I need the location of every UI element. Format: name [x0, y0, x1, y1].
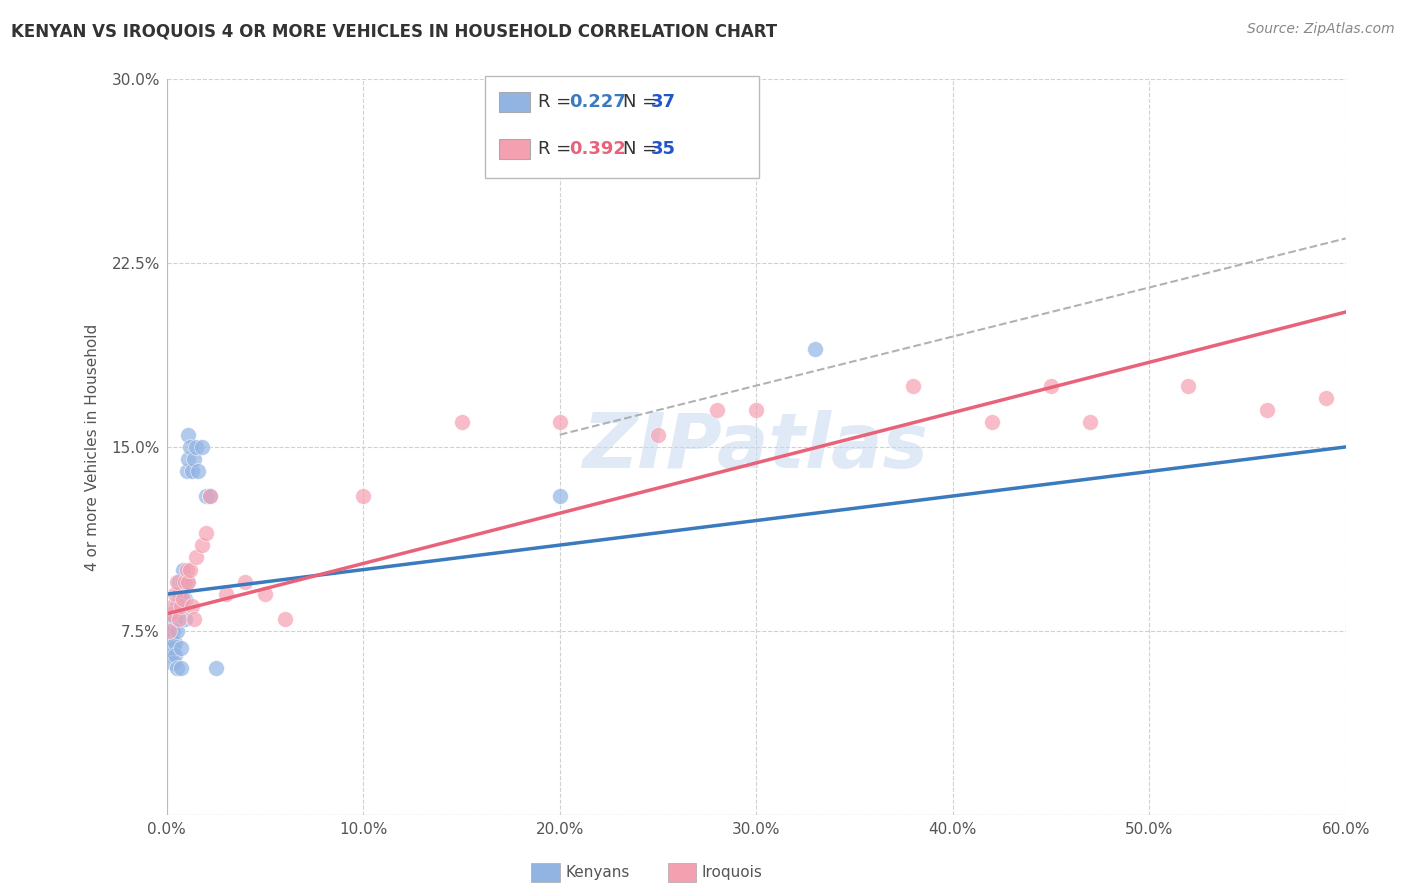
Point — [215, 587, 238, 601]
Point — [176, 465, 198, 479]
Point — [706, 403, 728, 417]
Point — [181, 465, 204, 479]
Point — [177, 452, 200, 467]
Point — [166, 599, 188, 614]
Point — [162, 599, 184, 614]
Point — [166, 661, 188, 675]
Point — [1078, 416, 1101, 430]
Point — [195, 525, 218, 540]
Point — [176, 574, 198, 589]
Point — [167, 612, 190, 626]
Point — [181, 599, 204, 614]
Point — [191, 538, 214, 552]
Point — [1256, 403, 1278, 417]
Point — [166, 574, 188, 589]
Point — [159, 632, 181, 646]
Text: N =: N = — [623, 93, 662, 111]
Point — [159, 607, 181, 621]
Point — [157, 624, 180, 638]
Point — [159, 616, 181, 631]
Point — [172, 563, 194, 577]
Text: 0.227: 0.227 — [569, 93, 626, 111]
Text: R =: R = — [538, 140, 578, 158]
Point — [169, 641, 191, 656]
Point — [169, 661, 191, 675]
Point — [167, 587, 190, 601]
Point — [163, 612, 186, 626]
Point — [173, 592, 195, 607]
Point — [172, 592, 194, 607]
Point — [745, 403, 768, 417]
Point — [177, 427, 200, 442]
Point — [804, 342, 827, 356]
Text: N =: N = — [623, 140, 662, 158]
Point — [352, 489, 374, 503]
Point — [177, 574, 200, 589]
Point — [166, 624, 188, 638]
Point — [167, 574, 190, 589]
Point — [981, 416, 1004, 430]
Point — [1177, 378, 1199, 392]
Point — [186, 440, 208, 454]
Point — [157, 629, 180, 643]
Text: 37: 37 — [651, 93, 676, 111]
Y-axis label: 4 or more Vehicles in Household: 4 or more Vehicles in Household — [86, 323, 100, 571]
Point — [191, 440, 214, 454]
Text: ZIPatlas: ZIPatlas — [583, 410, 929, 484]
Point — [157, 641, 180, 656]
Point — [548, 489, 571, 503]
Point — [172, 574, 194, 589]
Point — [162, 641, 184, 656]
Point — [198, 489, 221, 503]
Point — [173, 574, 195, 589]
Point — [235, 574, 257, 589]
Text: Kenyans: Kenyans — [565, 865, 630, 880]
Text: R =: R = — [538, 93, 578, 111]
Point — [186, 550, 208, 565]
Point — [274, 612, 297, 626]
Point — [1039, 378, 1062, 392]
Point — [647, 427, 669, 442]
Point — [159, 648, 181, 663]
Point — [198, 489, 221, 503]
Point — [163, 587, 186, 601]
Point — [163, 636, 186, 650]
Point — [179, 440, 201, 454]
Point — [195, 489, 218, 503]
Text: KENYAN VS IROQUOIS 4 OR MORE VEHICLES IN HOUSEHOLD CORRELATION CHART: KENYAN VS IROQUOIS 4 OR MORE VEHICLES IN… — [11, 22, 778, 40]
Text: 35: 35 — [651, 140, 676, 158]
Point — [176, 563, 198, 577]
Point — [450, 416, 472, 430]
Point — [903, 378, 925, 392]
Text: 0.392: 0.392 — [569, 140, 626, 158]
Point — [163, 648, 186, 663]
Point — [205, 661, 228, 675]
Point — [548, 416, 571, 430]
Point — [179, 563, 201, 577]
Point — [187, 465, 209, 479]
Point — [162, 624, 184, 638]
Point — [1315, 391, 1337, 405]
Point — [162, 656, 184, 670]
Point — [183, 452, 205, 467]
Point — [183, 612, 205, 626]
Point — [173, 612, 195, 626]
Point — [169, 599, 191, 614]
Text: Iroquois: Iroquois — [702, 865, 762, 880]
Point — [254, 587, 277, 601]
Text: Source: ZipAtlas.com: Source: ZipAtlas.com — [1247, 22, 1395, 37]
